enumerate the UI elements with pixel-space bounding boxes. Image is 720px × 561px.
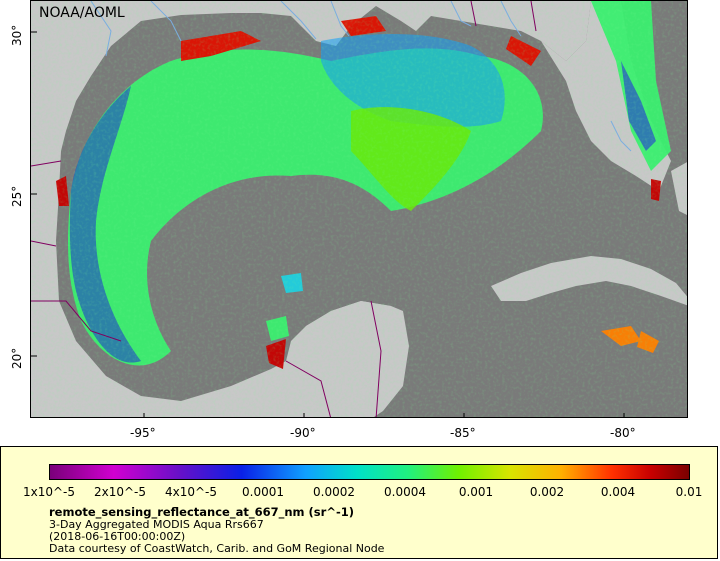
colorbar-tick: 0.0002 xyxy=(313,485,355,499)
colorbar-tick: 0.001 xyxy=(458,485,494,499)
colorbar-tick: 2x10^-5 xyxy=(93,485,147,499)
borders xyxy=(31,1,537,417)
colorbar-tick: 1x10^-5 xyxy=(22,485,76,499)
lon-label-85: -85° xyxy=(450,426,476,440)
colorbar-tick: 0.0001 xyxy=(242,485,284,499)
map-credit: NOAA/AOML xyxy=(39,5,125,21)
colorbar-tick: 0.0004 xyxy=(384,485,426,499)
reflectance-texture xyxy=(31,1,687,417)
lat-label-30: 30° xyxy=(10,24,24,46)
variable-name: remote_sensing_reflectance_at_667_nm (sr… xyxy=(49,505,354,519)
frame-ticks xyxy=(31,31,625,417)
lon-label-80: -80° xyxy=(610,426,636,440)
lat-label-20: 20° xyxy=(10,347,24,369)
colorbar-tick: 0.01 xyxy=(675,485,703,499)
rivers xyxy=(90,1,632,152)
colorbar xyxy=(49,464,690,480)
colorbar-tick: 0.004 xyxy=(600,485,636,499)
colorbar-tick: 0.002 xyxy=(529,485,565,499)
lon-label-95: -95° xyxy=(130,426,156,440)
data-courtesy: Data courtesy of CoastWatch, Carib. and … xyxy=(49,542,385,555)
map-canvas xyxy=(31,1,687,417)
legend-panel: 1x10^-5 2x10^-5 4x10^-5 0.0001 0.0002 0.… xyxy=(0,446,718,559)
product-name: 3-Day Aggregated MODIS Aqua Rrs667 xyxy=(49,518,264,531)
lat-label-25: 25° xyxy=(10,185,24,207)
time-stamp: (2018-06-16T00:00:00Z) xyxy=(49,530,186,543)
colorbar-tick: 4x10^-5 xyxy=(164,485,218,499)
lon-label-90: -90° xyxy=(290,426,316,440)
map-frame[interactable]: NOAA/AOML xyxy=(30,0,688,418)
